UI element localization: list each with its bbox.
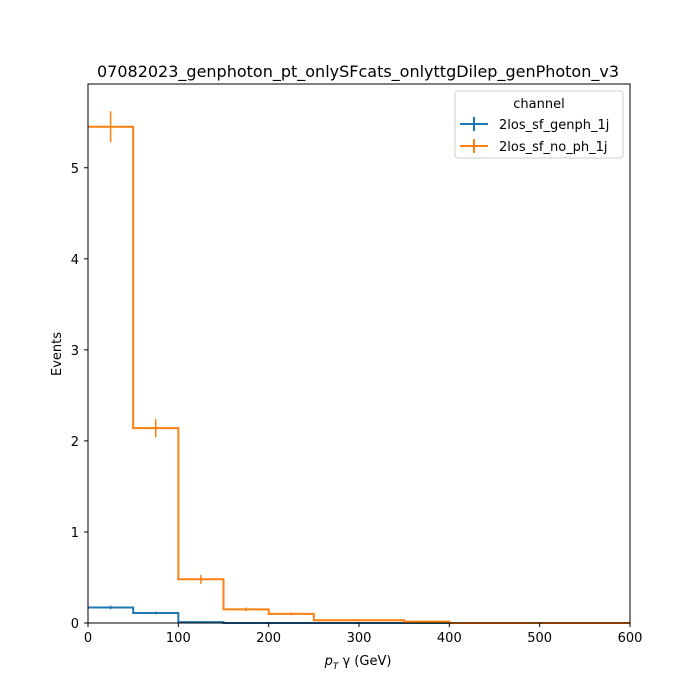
x-tick-label: 200: [256, 631, 281, 646]
x-axis-label: pT γ (GeV): [324, 654, 392, 672]
y-axis-label: Events: [50, 332, 65, 376]
y-tick-label: 2: [71, 435, 79, 450]
x-tick-label: 600: [618, 631, 643, 646]
legend-label: 2los_sf_no_ph_1j: [499, 140, 608, 155]
plot-area: [88, 111, 630, 624]
chart-title: 07082023_genphoton_pt_onlySFcats_onlyttg…: [97, 62, 619, 82]
x-tick-label: 0: [84, 631, 92, 646]
x-tick-label: 300: [347, 631, 372, 646]
x-tick-label: 500: [527, 631, 552, 646]
series-line: [88, 125, 630, 624]
x-axis-ticks: 0 100 200 300 400 500 600: [84, 623, 643, 646]
x-tick-label: 400: [437, 631, 462, 646]
axes-frame: [87, 83, 631, 624]
series-2: [88, 111, 630, 624]
legend-entry: 2los_sf_no_ph_1j: [460, 139, 608, 155]
y-tick-label: 4: [71, 253, 79, 268]
legend-entry: 2los_sf_genph_1j: [460, 117, 609, 133]
y-tick-label: 1: [71, 526, 79, 541]
y-tick-label: 5: [71, 162, 79, 177]
legend-frame: [454, 90, 624, 159]
x-tick-label: 100: [166, 631, 191, 646]
legend: channel 2los_sf_genph_1j 2los_sf_no_ph_1j: [454, 90, 624, 159]
y-axis-ticks: 0 1 2 3 4 5: [71, 162, 88, 632]
legend-title: channel: [513, 97, 564, 112]
y-tick-label: 3: [71, 344, 79, 359]
y-tick-label: 0: [71, 617, 79, 632]
legend-label: 2los_sf_genph_1j: [499, 118, 609, 133]
